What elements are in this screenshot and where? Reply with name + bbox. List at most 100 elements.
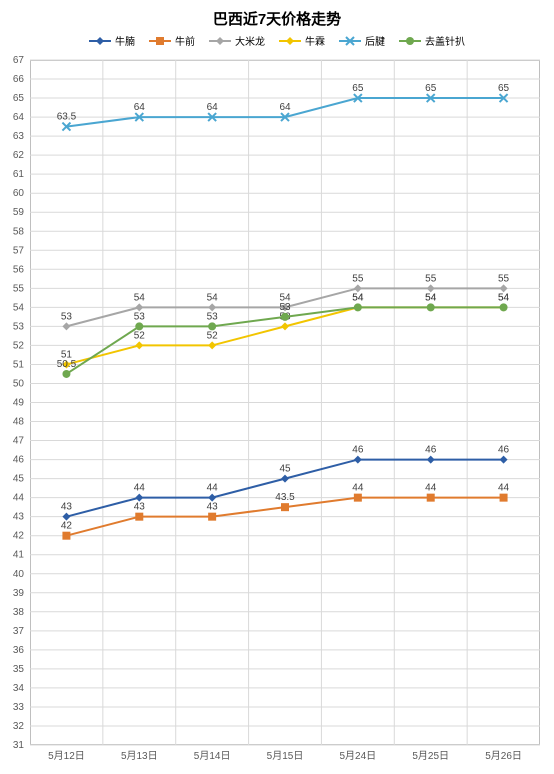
svg-text:5月24日: 5月24日 <box>340 750 377 762</box>
legend-label: 牛腩 <box>115 33 135 48</box>
legend-swatch <box>399 36 421 46</box>
chart-title: 巴西近7天价格走势 <box>0 0 554 29</box>
svg-text:65: 65 <box>498 83 510 94</box>
legend-swatch <box>89 36 111 46</box>
svg-text:54: 54 <box>425 292 437 303</box>
svg-text:53: 53 <box>207 311 219 322</box>
svg-text:67: 67 <box>13 55 25 66</box>
svg-text:41: 41 <box>13 550 25 561</box>
legend-label: 大米龙 <box>235 33 265 48</box>
legend-item: 牛前 <box>149 33 195 48</box>
svg-text:58: 58 <box>13 226 25 237</box>
svg-text:54: 54 <box>498 292 510 303</box>
svg-text:52: 52 <box>134 330 146 341</box>
svg-text:45: 45 <box>279 464 291 475</box>
svg-text:55: 55 <box>425 273 437 284</box>
svg-text:39: 39 <box>13 588 25 599</box>
svg-text:40: 40 <box>13 569 25 580</box>
svg-text:46: 46 <box>352 445 364 456</box>
svg-text:63.5: 63.5 <box>57 112 77 123</box>
svg-text:44: 44 <box>13 493 25 504</box>
svg-text:36: 36 <box>13 645 25 656</box>
svg-text:34: 34 <box>13 683 25 694</box>
svg-text:47: 47 <box>13 436 25 447</box>
legend-label: 牛霖 <box>305 33 325 48</box>
legend-swatch <box>279 36 301 46</box>
svg-text:65: 65 <box>425 83 437 94</box>
svg-text:31: 31 <box>13 740 25 751</box>
svg-text:5月13日: 5月13日 <box>121 750 158 762</box>
svg-text:44: 44 <box>207 483 219 494</box>
legend-label: 牛前 <box>175 33 195 48</box>
svg-text:62: 62 <box>13 150 25 161</box>
svg-text:65: 65 <box>352 83 364 94</box>
svg-text:44: 44 <box>134 483 146 494</box>
svg-text:42: 42 <box>13 531 25 542</box>
svg-text:46: 46 <box>425 445 437 456</box>
legend-item: 牛霖 <box>279 33 325 48</box>
svg-text:44: 44 <box>498 483 510 494</box>
svg-text:57: 57 <box>13 245 25 256</box>
svg-text:44: 44 <box>425 483 437 494</box>
svg-text:43: 43 <box>207 502 219 513</box>
svg-text:54: 54 <box>134 292 146 303</box>
svg-text:66: 66 <box>13 74 25 85</box>
svg-text:42: 42 <box>61 521 73 532</box>
svg-text:32: 32 <box>13 721 25 732</box>
svg-text:53: 53 <box>279 302 291 313</box>
svg-text:55: 55 <box>498 273 510 284</box>
legend-item: 大米龙 <box>209 33 265 48</box>
svg-text:54: 54 <box>13 302 25 313</box>
svg-text:63: 63 <box>13 131 25 142</box>
svg-text:49: 49 <box>13 398 25 409</box>
svg-text:54: 54 <box>207 292 219 303</box>
svg-text:50.5: 50.5 <box>57 359 77 370</box>
svg-text:53: 53 <box>13 321 25 332</box>
svg-text:56: 56 <box>13 264 25 275</box>
svg-text:43.5: 43.5 <box>275 492 295 503</box>
legend-item: 去盖针扒 <box>399 33 465 48</box>
svg-text:64: 64 <box>13 112 25 123</box>
svg-text:65: 65 <box>13 93 25 104</box>
svg-text:5月15日: 5月15日 <box>267 750 304 762</box>
svg-text:64: 64 <box>134 102 146 113</box>
legend-swatch <box>209 36 231 46</box>
svg-text:5月14日: 5月14日 <box>194 750 231 762</box>
svg-text:43: 43 <box>61 502 73 513</box>
svg-text:45: 45 <box>13 474 25 485</box>
svg-text:64: 64 <box>207 102 219 113</box>
svg-text:37: 37 <box>13 626 25 637</box>
svg-text:52: 52 <box>13 340 25 351</box>
legend-swatch <box>149 36 171 46</box>
svg-text:5月25日: 5月25日 <box>412 750 449 762</box>
svg-text:35: 35 <box>13 664 25 675</box>
chart-container: 巴西近7天价格走势 牛腩 牛前 大米龙 牛霖 后腱 去盖针扒 31 32 33 34 3… <box>0 0 554 774</box>
svg-text:5月26日: 5月26日 <box>485 750 522 762</box>
svg-text:55: 55 <box>13 283 25 294</box>
svg-text:5月12日: 5月12日 <box>48 750 85 762</box>
svg-text:38: 38 <box>13 607 25 618</box>
svg-text:61: 61 <box>13 169 25 180</box>
svg-text:53: 53 <box>61 311 73 322</box>
svg-text:54: 54 <box>352 292 364 303</box>
svg-text:48: 48 <box>13 417 25 428</box>
svg-text:53: 53 <box>134 311 146 322</box>
svg-text:33: 33 <box>13 702 25 713</box>
svg-text:59: 59 <box>13 207 25 218</box>
svg-text:60: 60 <box>13 188 25 199</box>
legend-label: 后腱 <box>365 33 385 48</box>
svg-text:43: 43 <box>13 512 25 523</box>
svg-text:50: 50 <box>13 378 25 389</box>
svg-text:46: 46 <box>13 455 25 466</box>
svg-text:64: 64 <box>279 102 291 113</box>
plot-area: 3132333435363738394041424344454647484950… <box>30 60 540 745</box>
legend-swatch <box>339 36 361 46</box>
svg-text:44: 44 <box>352 483 364 494</box>
svg-text:46: 46 <box>498 445 510 456</box>
legend-label: 去盖针扒 <box>425 33 465 48</box>
svg-text:51: 51 <box>13 359 25 370</box>
svg-text:55: 55 <box>352 273 364 284</box>
legend-item: 后腱 <box>339 33 385 48</box>
svg-text:52: 52 <box>207 330 219 341</box>
legend-item: 牛腩 <box>89 33 135 48</box>
